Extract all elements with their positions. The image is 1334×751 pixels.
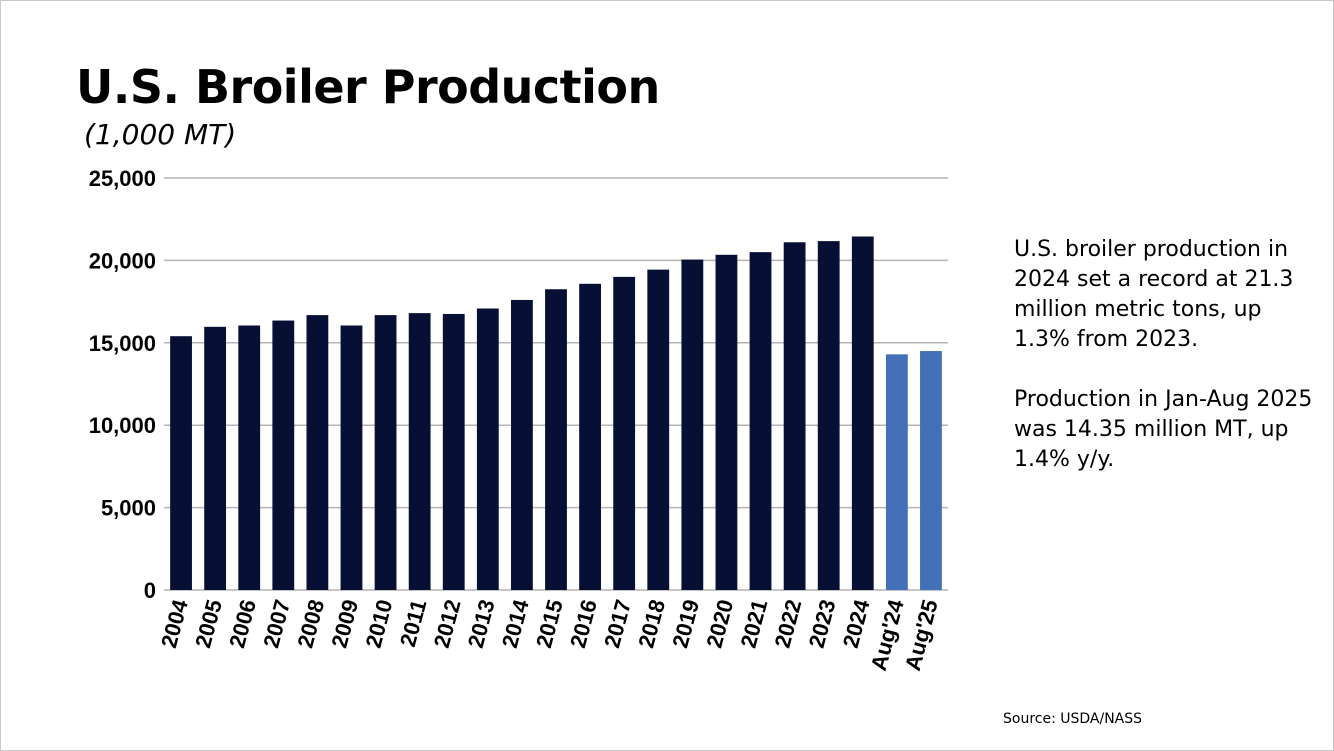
source-note: Source: USDA/NASS: [1003, 711, 1143, 727]
x-tick-label: 2006: [224, 597, 261, 651]
chart-units-subtitle: (1,000 MT): [84, 118, 237, 151]
bar-aug24: [885, 354, 908, 590]
bar-2004: [170, 336, 192, 590]
y-tick-label: 20,000: [89, 248, 156, 273]
bar-2023: [817, 241, 840, 590]
y-tick-label: 10,000: [89, 413, 156, 438]
bar-2018: [647, 269, 670, 590]
chart-bars: [170, 236, 942, 590]
x-tick-label: 2011: [395, 597, 432, 650]
x-tick-label: 2004: [156, 596, 193, 650]
bar-2021: [749, 252, 772, 590]
bar-2020: [715, 254, 738, 590]
bar-aug25: [920, 351, 942, 590]
x-tick-label: 2014: [497, 596, 534, 650]
bar-2019: [681, 259, 704, 590]
x-tick-label: 2008: [292, 597, 329, 651]
x-tick-label: 2017: [599, 597, 636, 651]
y-tick-label: 25,000: [89, 166, 156, 191]
x-tick-label: 2022: [770, 597, 807, 651]
x-tick-label: 2016: [565, 597, 602, 651]
bar-2010: [374, 315, 397, 590]
x-tick-label: 2015: [531, 597, 568, 651]
bar-2014: [511, 299, 533, 590]
bar-2006: [238, 325, 261, 590]
commentary-paragraph-2025: Production in Jan-Aug 2025 was 14.35 mil…: [1014, 387, 1313, 472]
x-tick-label: 2005: [190, 597, 227, 651]
bar-2011: [408, 313, 431, 590]
bar-2013: [476, 308, 499, 590]
bar-2007: [272, 320, 295, 590]
x-axis-tick-labels: 2004200520062007200820092010201120122013…: [156, 596, 943, 673]
bar-2017: [613, 276, 636, 590]
x-tick-label: 2024: [838, 596, 875, 650]
commentary-panel: U.S. broiler production in 2024 set a re…: [1014, 235, 1314, 505]
y-tick-label: 5,000: [101, 496, 156, 521]
x-tick-label: 2007: [258, 597, 295, 651]
bar-2015: [545, 289, 567, 590]
bar-2022: [783, 242, 806, 590]
bar-2012: [442, 313, 465, 590]
bar-2009: [340, 325, 363, 590]
y-tick-label: 0: [144, 578, 156, 603]
bar-2016: [579, 283, 601, 590]
bar-2005: [204, 326, 227, 590]
x-tick-label: 2010: [361, 597, 398, 651]
x-tick-label: 2018: [633, 597, 670, 651]
y-axis-tick-labels: 0 5,000 10,000 15,000 20,000 25,000: [89, 166, 156, 603]
x-tick-label: 2013: [463, 597, 500, 651]
page-title: U.S. Broiler Production: [76, 60, 660, 114]
x-tick-label: 2019: [667, 597, 704, 651]
bar-2024: [851, 236, 874, 590]
x-tick-label: 2012: [429, 597, 466, 651]
x-tick-label: 2020: [701, 597, 738, 651]
y-tick-label: 15,000: [89, 331, 156, 356]
x-tick-label: 2021: [736, 597, 773, 651]
bar-2008: [306, 315, 329, 590]
commentary-paragraph-2024: U.S. broiler production in 2024 set a re…: [1014, 237, 1294, 352]
x-tick-label: 2023: [804, 597, 841, 651]
x-tick-label: 2009: [326, 597, 363, 651]
